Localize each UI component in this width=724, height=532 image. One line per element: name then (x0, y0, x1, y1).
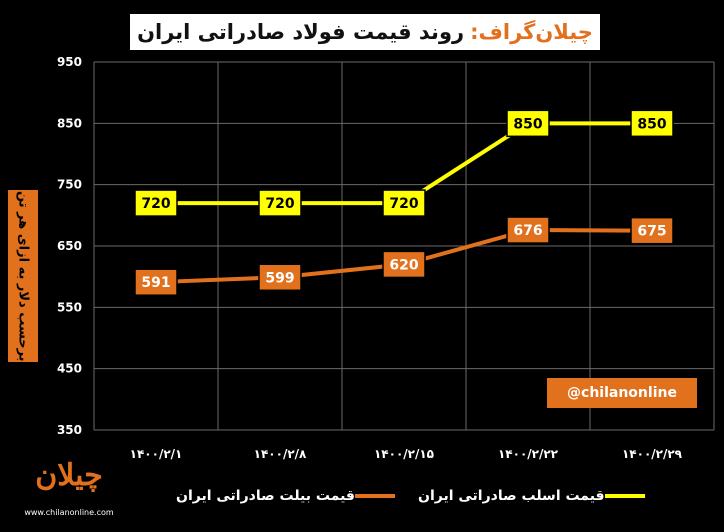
data-point-0-4 (630, 109, 674, 138)
grid-layer: 350 450 550 650 750 850 950 ۱۴۰۰/۲/۱ ۱۴۰۰/۲/۸ ۱۴۰… (57, 55, 715, 461)
data-label-1-4: 675 (630, 216, 674, 245)
data-label-1-0: 591 (134, 268, 178, 296)
x-tick-label: ۱۴۰۰/۲/۱ (130, 447, 183, 461)
data-label-1-3: 676 (506, 216, 550, 244)
data-label-1-1: 599 (258, 263, 302, 292)
y-tick-label: 850 (57, 116, 82, 130)
y-tick-label: 950 (57, 55, 82, 69)
chart-title-bar: چیلان‌گراف: روند قیمت فولاد صادراتی ایرا… (130, 14, 600, 50)
y-tick-label: 750 (57, 178, 82, 192)
data-label-0-4: 850 (630, 109, 674, 138)
chart-title: روند قیمت فولاد صادراتی ایران (137, 20, 465, 44)
data-value-1-1: 599 (265, 270, 294, 286)
y-tick-label: 450 (57, 362, 82, 376)
data-point-1-3 (506, 216, 550, 244)
x-tick-label: ۱۴۰۰/۲/۱۵ (374, 447, 434, 461)
y-axis-label: برحسب دلار به ازای هر تن (15, 190, 31, 362)
data-label-0-0: 720 (134, 189, 178, 217)
y-tick-label: 550 (57, 300, 82, 314)
data-point-0-2 (382, 189, 426, 217)
data-label-0-2: 720 (382, 189, 426, 217)
data-value-0-1: 720 (265, 196, 294, 212)
data-value-0-3: 850 (513, 116, 542, 132)
data-value-1-4: 675 (637, 224, 666, 240)
data-label-0-3: 850 (506, 109, 550, 138)
data-point-1-1 (258, 263, 302, 292)
data-point-1-0 (134, 268, 178, 296)
legend-item-billet: قیمت بیلت صادراتی ایران (176, 484, 403, 508)
y-tick-label: 350 (57, 423, 82, 437)
data-point-1-4 (630, 216, 674, 245)
data-value-0-2: 720 (389, 196, 418, 212)
legend-swatch-billet (354, 494, 395, 498)
x-tick-label: ۱۴۰۰/۲/۲۹ (622, 447, 683, 461)
data-value-0-0: 720 (141, 196, 170, 212)
brand-label: چیلان‌گراف: (470, 20, 593, 44)
logo-site: www.chilanonline.com (24, 508, 114, 517)
data-value-1-2: 620 (389, 257, 418, 273)
data-label-0-1: 720 (258, 189, 302, 217)
data-value-0-4: 850 (637, 116, 666, 132)
x-tick-label: ۱۴۰۰/۲/۸ (254, 447, 307, 461)
legend-label-slab: قیمت اسلب صادراتی ایران (418, 488, 605, 504)
legend-item-slab: قیمت اسلب صادراتی ایران (418, 484, 653, 508)
data-point-0-3 (506, 109, 550, 138)
labels-layer: 720 720 720 850 850 591 599 620 676 675 (134, 109, 674, 296)
legend-label-billet: قیمت بیلت صادراتی ایران (176, 488, 355, 504)
data-value-1-0: 591 (141, 275, 170, 291)
legend-swatch-slab (604, 494, 645, 498)
data-point-1-2 (382, 250, 426, 279)
x-tick-label: ۱۴۰۰/۲/۲۲ (498, 447, 559, 461)
data-point-0-1 (258, 189, 302, 217)
data-label-1-2: 620 (382, 250, 426, 279)
data-point-0-0 (134, 189, 178, 217)
y-tick-label: 650 (57, 239, 82, 253)
y-axis-label-box: برحسب دلار به ازای هر تن (8, 190, 38, 362)
data-value-1-3: 676 (513, 223, 542, 239)
chilan-logo: چیلان www.chilanonline.com (14, 458, 124, 524)
logo-word: چیلان (35, 458, 103, 493)
watermark-badge: @chilanonline (547, 378, 697, 408)
